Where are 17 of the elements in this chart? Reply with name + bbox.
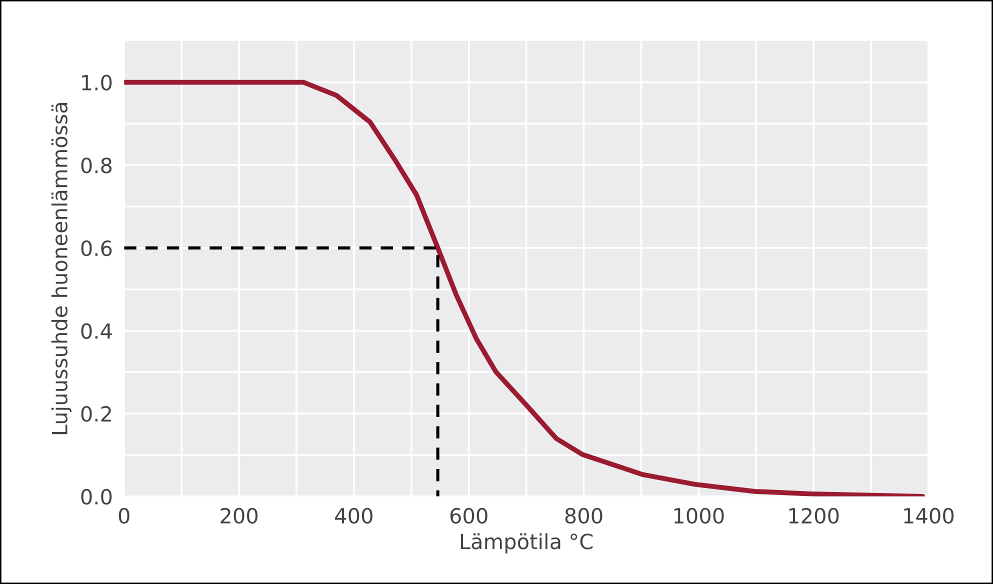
x-tick-label: 1000 (674, 508, 724, 524)
y-tick-label: 1.0 (82, 74, 112, 90)
x-tick-label: 400 (335, 508, 372, 524)
x-axis-title: Lämpötila °C (460, 533, 593, 554)
y-tick-label: 0.4 (81, 323, 112, 339)
x-tick-label: 200 (220, 508, 258, 524)
x-tick-label: 800 (565, 508, 602, 524)
x-tick-label: 0 (118, 508, 130, 524)
x-tick-label: 1200 (789, 508, 839, 524)
x-tick-label: 600 (450, 508, 488, 524)
line-series (124, 80, 926, 496)
y-tick-label: 0.0 (81, 488, 112, 505)
y-tick-label: 0.6 (81, 240, 112, 256)
x-tick-label: 1400 (904, 508, 954, 524)
y-tick-label: 0.8 (81, 158, 112, 174)
y-axis-title: Lujuussuhde huoneenlämmössä (51, 103, 72, 434)
y-tick-label: 0.2 (81, 406, 111, 422)
